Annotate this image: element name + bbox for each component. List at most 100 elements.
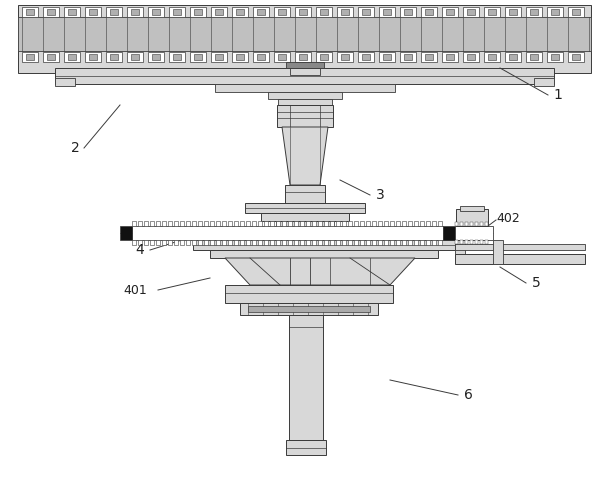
Bar (169, 7, 185, 17)
Bar (467, 54, 475, 60)
Bar (505, 7, 521, 17)
Bar (460, 240, 463, 244)
Bar (169, 52, 185, 62)
Bar (572, 9, 580, 15)
Bar (276, 221, 280, 226)
Bar (282, 221, 286, 226)
Bar (204, 221, 208, 226)
Bar (432, 221, 436, 226)
Bar (455, 222, 458, 226)
Bar (320, 54, 328, 60)
Bar (286, 440, 326, 455)
Bar (186, 240, 190, 245)
Bar (442, 7, 458, 17)
Bar (547, 7, 563, 17)
Bar (232, 7, 248, 17)
Bar (493, 240, 503, 264)
Bar (475, 222, 478, 226)
Bar (475, 240, 478, 244)
Bar (210, 221, 214, 226)
Bar (156, 221, 160, 226)
Bar (300, 240, 304, 245)
Text: 402: 402 (496, 211, 520, 225)
Bar (47, 54, 55, 60)
Bar (534, 78, 554, 86)
Bar (400, 52, 416, 62)
Bar (194, 9, 202, 15)
Bar (215, 84, 395, 92)
Bar (173, 9, 181, 15)
Bar (312, 240, 316, 245)
Bar (455, 244, 585, 250)
Bar (337, 7, 353, 17)
Bar (261, 213, 349, 221)
Bar (342, 221, 346, 226)
Bar (460, 206, 484, 211)
Bar (465, 222, 468, 226)
Bar (358, 7, 374, 17)
Bar (190, 7, 206, 17)
Bar (404, 54, 412, 60)
Bar (138, 221, 142, 226)
Bar (425, 54, 433, 60)
Bar (268, 92, 342, 99)
Bar (402, 240, 406, 245)
Bar (426, 221, 430, 226)
Bar (414, 240, 418, 245)
Bar (288, 221, 292, 226)
Text: 6: 6 (463, 388, 473, 402)
Text: 5: 5 (532, 276, 540, 290)
Bar (246, 240, 250, 245)
Bar (547, 52, 563, 62)
Bar (396, 221, 400, 226)
Bar (18, 17, 591, 51)
Bar (551, 54, 559, 60)
Bar (530, 9, 538, 15)
Bar (300, 221, 304, 226)
Bar (465, 240, 468, 244)
Bar (132, 240, 136, 245)
Bar (443, 226, 455, 240)
Bar (168, 240, 172, 245)
Bar (18, 5, 591, 73)
Bar (442, 52, 458, 62)
Bar (384, 240, 388, 245)
Bar (193, 240, 455, 250)
Bar (22, 52, 38, 62)
Bar (488, 9, 496, 15)
Bar (152, 9, 160, 15)
Bar (148, 52, 164, 62)
Bar (341, 54, 349, 60)
Bar (330, 221, 334, 226)
Bar (390, 221, 394, 226)
Bar (228, 240, 232, 245)
Bar (174, 240, 178, 245)
Bar (348, 221, 352, 226)
Bar (252, 240, 256, 245)
Bar (194, 54, 202, 60)
Bar (526, 7, 542, 17)
Bar (274, 7, 290, 17)
Bar (274, 52, 290, 62)
Bar (276, 240, 280, 245)
Bar (420, 221, 424, 226)
Bar (253, 7, 269, 17)
Bar (509, 54, 517, 60)
Bar (270, 221, 274, 226)
Bar (252, 221, 256, 226)
Bar (26, 54, 34, 60)
Bar (396, 240, 400, 245)
Bar (551, 9, 559, 15)
Bar (150, 221, 154, 226)
Bar (131, 54, 139, 60)
Bar (378, 221, 382, 226)
Bar (404, 9, 412, 15)
Bar (192, 240, 196, 245)
Bar (278, 99, 332, 105)
Bar (64, 7, 80, 17)
Bar (366, 221, 370, 226)
Bar (234, 240, 238, 245)
Text: 2: 2 (71, 141, 79, 155)
Bar (379, 7, 395, 17)
Bar (248, 306, 370, 312)
